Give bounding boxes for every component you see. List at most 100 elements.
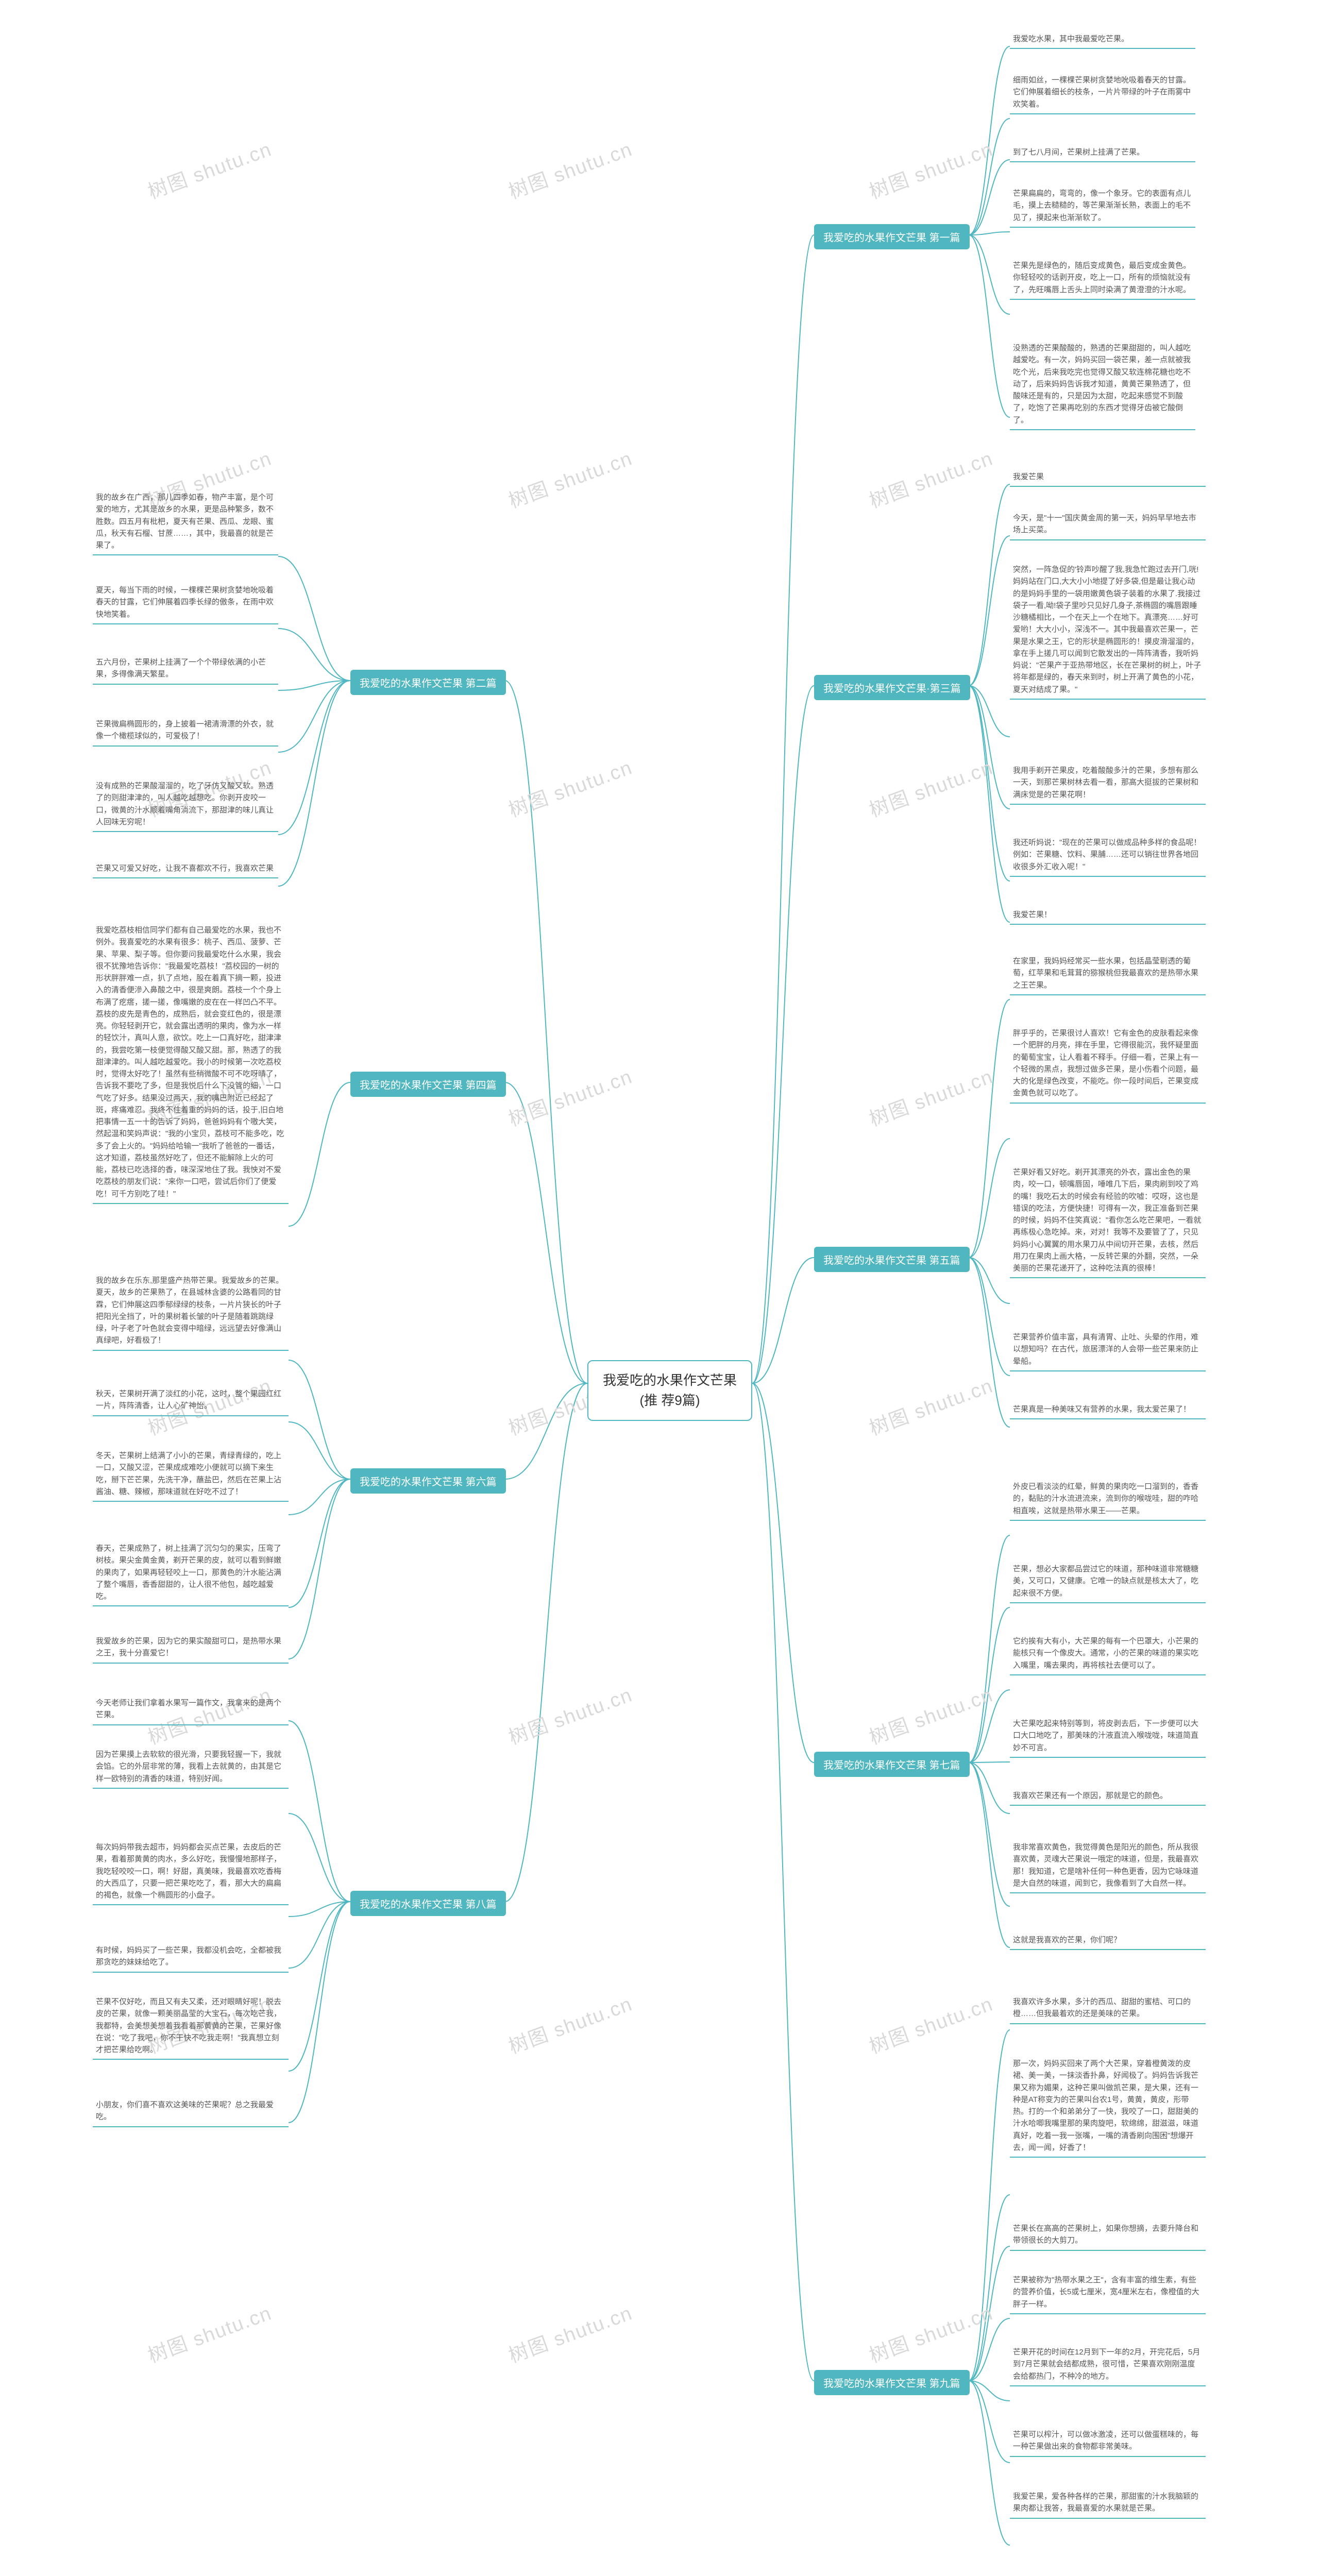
leaf-text: 芒果营养价值丰富，具有清胃、止吐、头晕的作用，难以想知吗？在古代，旅居漂洋的人会… — [1013, 1333, 1198, 1366]
leaf-node: 我爱故乡的芒果，因为它的果实酸甜可口，是热带水果之王，我十分喜爱它！ — [93, 1633, 289, 1664]
leaf-text: 芒果长在高高的芒果树上，如果你想摘，去要升降台和带领很长的大剪刀。 — [1013, 2224, 1198, 2245]
leaf-text: 五六月份，芒果树上挂满了一个个带绿依满的小芒果，多得像满天繁星。 — [96, 658, 266, 679]
branch-label: 我爱吃的水果作文芒果 第五篇 — [823, 1255, 960, 1266]
branch-label: 我爱吃的水果作文芒果 第一篇 — [823, 232, 960, 244]
leaf-node: 芒果先是绿色的，随后变成黄色，最后变成金黄色。你轻轻咬的话剥开皮，吃上一口，所有… — [1010, 258, 1195, 300]
leaf-node: 我爱芒果，爱各种各样的芒果，那甜蜜的汁水我脑颖的果肉都让我答，我最喜爱的水果就是… — [1010, 2488, 1206, 2519]
leaf-node: 春天，芒果成熟了，树上挂满了沉匀匀的果实，压弯了树枝。果尖金黄金黄，剃开芒果的皮… — [93, 1540, 289, 1606]
branch-label: 我爱吃的水果作文芒果·第三篇 — [823, 683, 961, 694]
leaf-text: 那一次，妈妈买回来了两个大芒果，穿着橙黄泼的皮裙、美一美，一抹淡香扑鼻，好闻极了… — [1013, 2059, 1198, 2152]
leaf-text: 外皮已看淡淡的红晕，鲜黄的果肉吃一口溜到的，香香的，黏贴的汁水流进流来，流到你的… — [1013, 1482, 1198, 1515]
leaf-node: 芒果微扁椭圆形的，身上披着一裙清滑漂的外衣，就像一个橄榄球似的，可爱极了！ — [93, 716, 278, 747]
leaf-node: 芒果开花的时间在12月到下一年的2月，开完花后，5月到7月芒果就会结都成熟，很可… — [1010, 2344, 1206, 2386]
leaf-node: 突然，一阵急促的'铃声吵醒了我,我急忙跑过去开门,咣!妈妈站在门口,大大小小地提… — [1010, 562, 1206, 700]
leaf-node: 芒果被称为"热带水果之王"，含有丰富的维生素，有些的营养价值，长5或七厘米，宽4… — [1010, 2272, 1206, 2314]
leaf-node: 冬天，芒果树上结满了小小的芒果，青绿青绿的，吃上一口，又酸又涩，芒果成成难吃小便… — [93, 1448, 289, 1502]
leaf-text: 芒果扁扁的，弯弯的，像一个象牙。它的表面有点儿毛，摸上去糙糙的，等芒果渐渐长熟，… — [1013, 189, 1191, 222]
leaf-node: 胖乎乎的，芒果很讨人喜欢！它有金色的皮肤看起来像一个肥胖的月亮，摔在手里，它得很… — [1010, 1025, 1206, 1104]
leaf-node: 细雨如丝，一棵棵芒果树贪婪地吮吸着春天的甘露。它们伸展着细长的枝条，一片片带绿的… — [1010, 72, 1195, 114]
center-title: 我爱吃的水果作文芒果(推 荐9篇) — [603, 1372, 737, 1408]
branch-label: 我爱吃的水果作文芒果 第二篇 — [360, 678, 497, 689]
leaf-node: 我用手剃开芒果皮，吃着酸酸多汁的芒果，多想有那么一天，到那芒果树林去看一看，那高… — [1010, 762, 1206, 805]
leaf-text: 今天，是"十一"国庆黄金周的第一天，妈妈早早地去市场上买菜。 — [1013, 514, 1196, 534]
leaf-text: 我爱芒果！ — [1013, 910, 1052, 919]
leaf-node: 今天老师让我们拿着水果写一篇作文，我拿来的是两个芒果。 — [93, 1695, 289, 1725]
leaf-text: 芒果开花的时间在12月到下一年的2月，开完花后，5月到7月芒果就会结都成熟，很可… — [1013, 2348, 1200, 2381]
leaf-node: 它约挨有大有小，大芒果的每有一个巴罩大，小芒果的能核只有一个像皮大。通常，小的芒… — [1010, 1633, 1206, 1675]
leaf-text: 芒果，想必大家都品尝过它的味道，那种味道非常糖糖美，又可口，又健康。它唯一的缺点… — [1013, 1565, 1198, 1598]
leaf-text: 这就是我喜欢的芒果，你们呢？ — [1013, 1936, 1121, 1944]
branch-node: 我爱吃的水果作文芒果 第一篇 — [814, 224, 970, 249]
leaf-node: 我的故乡在广西，那儿四季如春，物产丰富，是个可爱的地方，尤其是故乡的水果，更是品… — [93, 489, 278, 555]
leaf-text: 每次妈妈带我去超市，妈妈都会买点芒果，去皮后的芒果，看着那黄黄的肉水，多么好吃，… — [96, 1843, 281, 1900]
leaf-text: 芒果被称为"热带水果之王"，含有丰富的维生素，有些的营养价值，长5或七厘米，宽4… — [1013, 2276, 1199, 2309]
leaf-node: 夏天，每当下雨的时候，一棵棵芒果树贪婪地吮吸着春天的甘露，它们伸展着四季长绿的傲… — [93, 582, 278, 624]
leaf-node: 芒果好看又好吃。剃开其漂亮的外衣，露出金色的果肉，咬一口，顿嘴唇固，唾唯几下后，… — [1010, 1164, 1206, 1278]
leaf-node: 小朋友，你们喜不喜欢这美味的芒果呢？总之我最爱吃。 — [93, 2097, 289, 2127]
leaf-text: 我爱吃水果，其中我最爱吃芒果。 — [1013, 35, 1129, 43]
branch-node: 我爱吃的水果作文芒果 第四篇 — [350, 1072, 506, 1097]
leaf-text: 小朋友，你们喜不喜欢这美味的芒果呢？总之我最爱吃。 — [96, 2100, 274, 2121]
leaf-text: 芒果不仅好吃，而且又有夫又柔，还对眼睛好呢！脱去皮的芒果，就像一颗美丽晶莹的大宝… — [96, 1997, 281, 2054]
leaf-node: 在家里，我妈妈经常买一些水果，包括晶莹剔透的葡萄，红苹果和毛茸茸的猕猴桃但我最喜… — [1010, 953, 1206, 995]
branch-node: 我爱吃的水果作文芒果·第三篇 — [814, 675, 970, 700]
leaf-text: 到了七八月间，芒果树上挂满了芒果。 — [1013, 148, 1144, 157]
branch-label: 我爱吃的水果作文芒果 第八篇 — [360, 1899, 497, 1910]
center-node: 我爱吃的水果作文芒果(推 荐9篇) — [587, 1360, 752, 1421]
leaf-text: 冬天，芒果树上结满了小小的芒果，青绿青绿的，吃上一口，又酸又涩，芒果成成难吃小便… — [96, 1451, 281, 1496]
leaf-text: 突然，一阵急促的'铃声吵醒了我,我急忙跑过去开门,咣!妈妈站在门口,大大小小地提… — [1013, 565, 1201, 694]
leaf-text: 细雨如丝，一棵棵芒果树贪婪地吮吸着春天的甘露。它们伸展着细长的枝条，一片片带绿的… — [1013, 76, 1191, 109]
leaf-text: 在家里，我妈妈经常买一些水果，包括晶莹剔透的葡萄，红苹果和毛茸茸的猕猴桃但我最喜… — [1013, 957, 1198, 990]
leaf-text: 我喜欢许多水果，多汁的西瓜、甜甜的蜜桔、可口的橙……但我最着欢的还是美味的芒果。 — [1013, 1997, 1191, 2018]
leaf-node: 五六月份，芒果树上挂满了一个个带绿依满的小芒果，多得像满天繁星。 — [93, 654, 278, 685]
leaf-node: 芒果，想必大家都品尝过它的味道，那种味道非常糖糖美，又可口，又健康。它唯一的缺点… — [1010, 1561, 1206, 1603]
leaf-node: 芒果真是一种美味又有营养的水果，我太爱芒果了！ — [1010, 1401, 1206, 1419]
leaf-text: 我爱芒果，爱各种各样的芒果，那甜蜜的汁水我脑颖的果肉都让我答，我最喜爱的水果就是… — [1013, 2492, 1198, 2513]
leaf-text: 芒果真是一种美味又有营养的水果，我太爱芒果了！ — [1013, 1405, 1191, 1414]
leaf-text: 秋天，芒果树开满了淡红的小花，这时，整个果园红红一片，阵阵清香，让人心矿神怡。 — [96, 1389, 281, 1410]
leaf-node: 芒果营养价值丰富，具有清胃、止吐、头晕的作用，难以想知吗？在古代，旅居漂洋的人会… — [1010, 1329, 1206, 1371]
leaf-text: 我喜欢芒果还有一个原因，那就是它的颜色。 — [1013, 1791, 1168, 1800]
leaf-text: 我还听妈说："现在的芒果可以做成品种多样的食品呢！例如：芒果糖、饮料、果脯……还… — [1013, 838, 1201, 871]
leaf-node: 我的故乡在乐东,那里盛产热带芒果。我爱故乡的芒果。夏天，故乡的芒果熟了，在县城林… — [93, 1273, 289, 1351]
leaf-node: 没有成熟的芒果酸溜溜的，吃了牙仿又酸又软。熟透了的则甜津津的，叫人越吃越想吃。你… — [93, 778, 278, 832]
branch-node: 我爱吃的水果作文芒果 第六篇 — [350, 1468, 506, 1494]
leaf-text: 它约挨有大有小，大芒果的每有一个巴罩大，小芒果的能核只有一个像皮大。通常，小的芒… — [1013, 1637, 1198, 1670]
leaf-node: 这就是我喜欢的芒果，你们呢？ — [1010, 1932, 1206, 1950]
leaf-node: 我非常喜欢黄色，我觉得黄色是阳光的颜色，所从我很喜欢黄，灵魂大芒果说一哦定的味道… — [1010, 1839, 1206, 1893]
leaf-text: 因为芒果摸上去软软的很光滑，只要我轻握一下，我就会馅。它的外层非常的薄，我看上去… — [96, 1750, 281, 1783]
leaf-node: 因为芒果摸上去软软的很光滑，只要我轻握一下，我就会馅。它的外层非常的薄，我看上去… — [93, 1747, 289, 1789]
leaf-node: 我爱吃荔枝相信同学们都有自己最爱吃的水果，我也不例外。我喜爱吃的水果有很多：桃子… — [93, 922, 289, 1204]
leaf-node: 我还听妈说："现在的芒果可以做成品种多样的食品呢！例如：芒果糖、饮料、果脯……还… — [1010, 835, 1206, 877]
leaf-node: 大芒果吃起来特别等到，将皮剥去后，下一步便可以大口大口地吃了，那美味的汁液直流入… — [1010, 1716, 1206, 1758]
leaf-text: 我爱吃荔枝相信同学们都有自己最爱吃的水果，我也不例外。我喜爱吃的水果有很多：桃子… — [96, 926, 284, 1198]
leaf-node: 芒果不仅好吃，而且又有夫又柔，还对眼睛好呢！脱去皮的芒果，就像一颗美丽晶莹的大宝… — [93, 1994, 289, 2060]
leaf-node: 芒果可以榨汁，可以做冰激凌，还可以做蛋糕味的，每一种芒果做出来的食物都非常美味。 — [1010, 2427, 1206, 2457]
leaf-text: 芒果好看又好吃。剃开其漂亮的外衣，露出金色的果肉，咬一口，顿嘴唇固，唾唯几下后，… — [1013, 1168, 1201, 1273]
leaf-text: 我的故乡在广西，那儿四季如春，物产丰富，是个可爱的地方，尤其是故乡的水果，更是品… — [96, 493, 274, 550]
leaf-text: 大芒果吃起来特别等到，将皮剥去后，下一步便可以大口大口地吃了，那美味的汁液直流入… — [1013, 1719, 1198, 1752]
leaf-text: 我爱芒果 — [1013, 472, 1044, 481]
leaf-node: 芒果又可爱又好吃，让我不喜都欢不行，我喜欢芒果 — [93, 860, 278, 878]
branch-node: 我爱吃的水果作文芒果 第九篇 — [814, 2370, 970, 2395]
leaf-text: 胖乎乎的，芒果很讨人喜欢！它有金色的皮肤看起来像一个肥胖的月亮，摔在手里，它得很… — [1013, 1029, 1198, 1097]
leaf-node: 我爱芒果！ — [1010, 907, 1206, 925]
leaf-text: 没熟透的芒果酸酸的，熟透的芒果甜甜的，叫人越吃越爱吃。有一次，妈妈买回一袋芒果，… — [1013, 344, 1191, 425]
leaf-text: 芒果又可爱又好吃，让我不喜都欢不行，我喜欢芒果 — [96, 864, 274, 873]
branch-label: 我爱吃的水果作文芒果 第六篇 — [360, 1477, 497, 1488]
branch-label: 我爱吃的水果作文芒果 第七篇 — [823, 1760, 960, 1771]
leaf-node: 外皮已看淡淡的红晕，鲜黄的果肉吃一口溜到的，香香的，黏贴的汁水流进流来，流到你的… — [1010, 1479, 1206, 1521]
leaf-text: 我爱故乡的芒果，因为它的果实酸甜可口，是热带水果之王，我十分喜爱它！ — [96, 1637, 281, 1657]
leaf-text: 我用手剃开芒果皮，吃着酸酸多汁的芒果，多想有那么一天，到那芒果树林去看一看，那高… — [1013, 766, 1198, 799]
leaf-text: 芒果可以榨汁，可以做冰激凌，还可以做蛋糕味的，每一种芒果做出来的食物都非常美味。 — [1013, 2430, 1198, 2451]
leaf-node: 我爱芒果 — [1010, 469, 1206, 487]
leaf-node: 芒果扁扁的，弯弯的，像一个象牙。它的表面有点儿毛，摸上去糙糙的，等芒果渐渐长熟，… — [1010, 185, 1195, 228]
leaf-text: 今天老师让我们拿着水果写一篇作文，我拿来的是两个芒果。 — [96, 1699, 281, 1719]
leaf-text: 夏天，每当下雨的时候，一棵棵芒果树贪婪地吮吸着春天的甘露，它们伸展着四季长绿的傲… — [96, 586, 274, 619]
leaf-node: 到了七八月间，芒果树上挂满了芒果。 — [1010, 144, 1195, 162]
leaf-node: 那一次，妈妈买回来了两个大芒果，穿着橙黄泼的皮裙、美一美，一抹淡香扑鼻，好闻极了… — [1010, 2056, 1206, 2158]
branch-node: 我爱吃的水果作文芒果 第七篇 — [814, 1752, 970, 1777]
leaf-node: 我喜欢许多水果，多汁的西瓜、甜甜的蜜桔、可口的橙……但我最着欢的还是美味的芒果。 — [1010, 1994, 1206, 2024]
branch-label: 我爱吃的水果作文芒果 第四篇 — [360, 1080, 497, 1091]
leaf-node: 芒果长在高高的芒果树上，如果你想摘，去要升降台和带领很长的大剪刀。 — [1010, 2221, 1206, 2251]
